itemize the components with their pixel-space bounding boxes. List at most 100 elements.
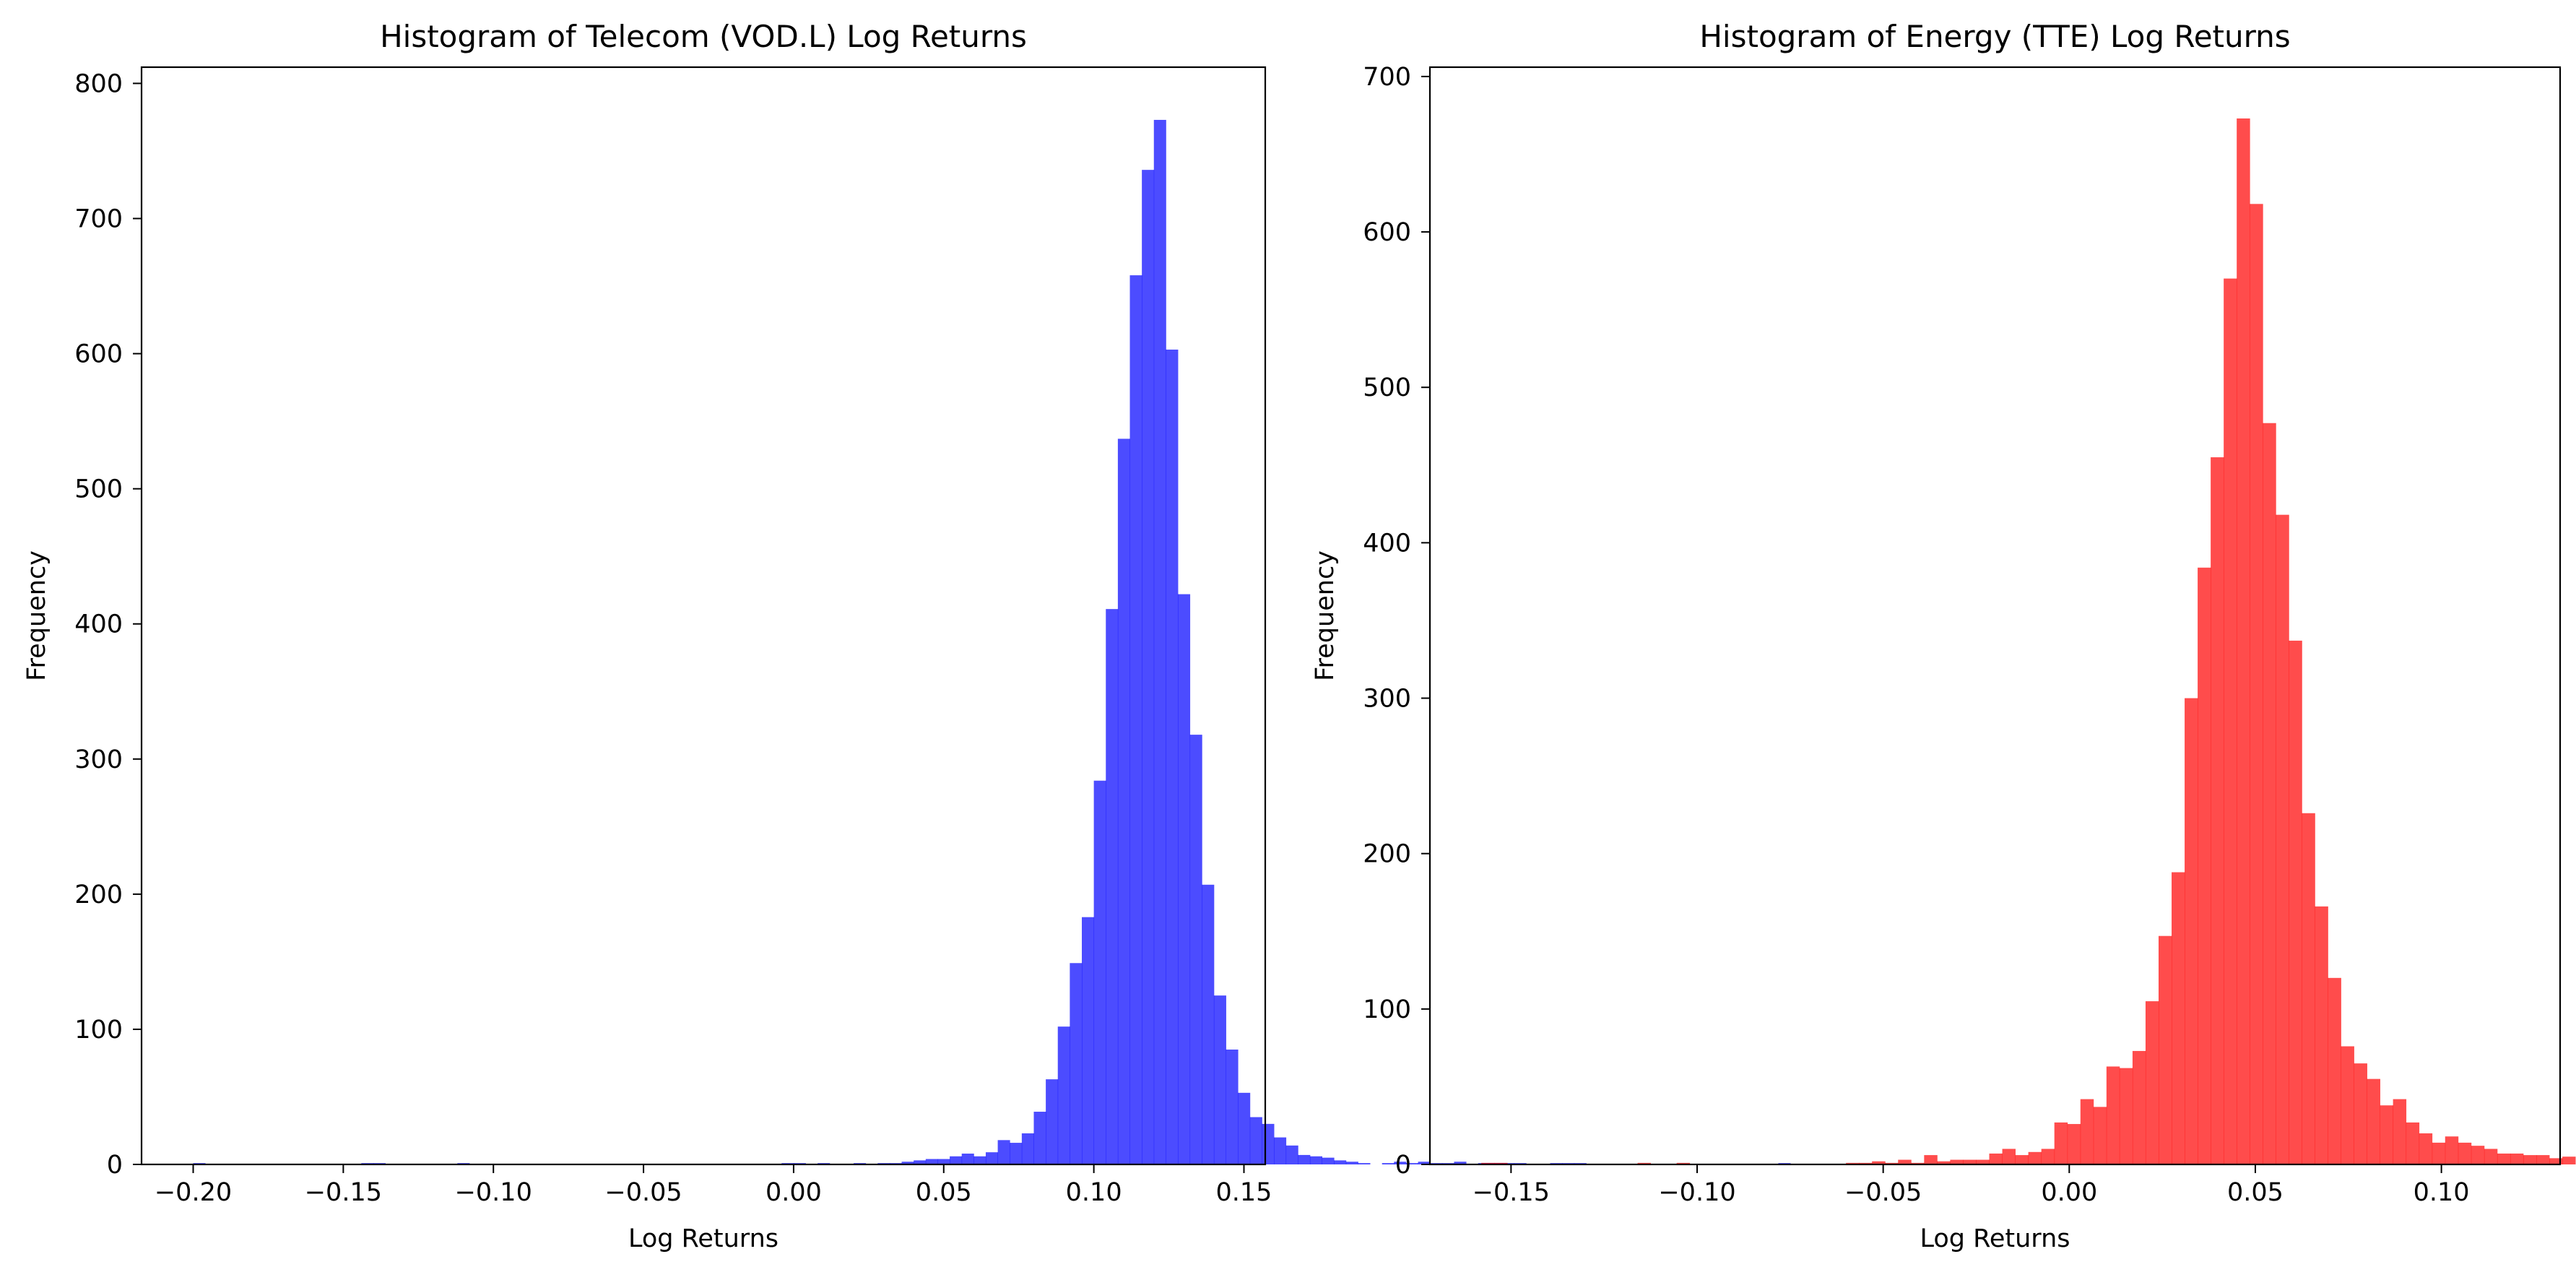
histogram-bar [950,1156,963,1164]
histogram-bar [2237,118,2250,1164]
x-tick-label: −0.15 [1473,1178,1550,1207]
histogram-bar [1274,1137,1287,1164]
histogram-bar [2341,1046,2354,1164]
histogram-bar [2315,906,2328,1164]
histogram-bar [2054,1122,2068,1164]
y-tick-label: 300 [74,745,123,774]
histogram-bar [2523,1155,2537,1164]
histogram-bar [2549,1158,2563,1164]
x-tick-label: −0.15 [305,1178,382,1207]
y-tick-label: 500 [74,475,123,504]
histogram-bar [2158,935,2172,1164]
histogram-bar [1178,594,1191,1164]
axes-frame [1428,66,2562,1166]
histogram-bar [1070,963,1083,1164]
chart-panel-energy: −0.15 −0.10 −0.05 0.00 0.05 0.10 0 100 200 300 400… [1311,19,2576,1253]
histogram-bar [1117,438,1130,1164]
histogram-bar [2406,1122,2420,1164]
histogram-bar [1057,1026,1070,1164]
histogram-bar [1153,119,1166,1165]
chart-title: Histogram of Energy (TTE) Log Returns [1699,19,2290,54]
y-tick-label: 600 [1363,218,1411,247]
y-tick-label: 400 [1363,529,1411,558]
histogram-bar [2028,1151,2042,1164]
histogram-bar [925,1159,938,1164]
histogram-bar [2067,1124,2081,1164]
histogram-bar [1021,1133,1034,1164]
histogram-bar [1924,1155,1938,1164]
x-tick-label: 0.05 [916,1178,972,1207]
histogram-bar [1334,1160,1347,1164]
histogram-bar [2367,1078,2380,1164]
histogram-bar [2328,977,2341,1164]
histogram-bar [1394,1162,1407,1164]
histogram-bar [2198,567,2211,1164]
axes-frame [140,66,1267,1166]
y-tick-label: 300 [1363,685,1411,714]
histogram-bar [1202,884,1215,1164]
histogram-bar [2041,1149,2055,1164]
histogram-bar [2002,1149,2016,1164]
histogram-bar [2276,514,2289,1164]
x-tick-label: 0.15 [1216,1178,1272,1207]
histogram-bar [2119,1068,2133,1164]
histogram-bar [1345,1162,1358,1164]
histogram-bar [2015,1155,2029,1164]
histogram-bar [1322,1157,1335,1164]
histogram-bar [2562,1156,2576,1164]
histogram-bar [1976,1159,1990,1164]
histogram-bar [2432,1142,2446,1164]
histogram-bar [2132,1050,2146,1164]
histogram-bar [1298,1154,1311,1164]
histogram-bar [2106,1066,2120,1164]
histogram-bar [1382,1163,1395,1164]
histogram-bar [1142,170,1155,1164]
y-tick-label: 800 [74,69,123,98]
histogram-bar [2302,813,2315,1164]
histogram-bar [1989,1153,2003,1164]
histogram-bar [2380,1105,2394,1164]
histogram-bar [2536,1155,2550,1164]
x-tick-label: −0.10 [455,1178,532,1207]
histogram-bar [1166,349,1179,1165]
histogram-bars [1481,118,2576,1165]
y-tick-label: 100 [74,1016,123,1045]
histogram-bar [1950,1159,1964,1164]
histogram-bar [2393,1099,2407,1164]
histogram-bar [2484,1149,2498,1164]
histogram-bar [1238,1092,1251,1164]
histogram-bar [2080,1099,2094,1164]
histogram-bar [1309,1156,1322,1164]
histogram-bar [1033,1112,1046,1164]
histogram-bar [1358,1163,1371,1164]
x-tick-label: 0.00 [2041,1178,2097,1207]
chart-panel-telecom: −0.20 −0.15 −0.10 −0.05 0.00 0.05 0.10 0.15 0 100… [22,19,1791,1253]
histogram-bar [973,1156,986,1164]
x-tick-label: 0.10 [1066,1178,1122,1207]
histogram-bar [2445,1136,2459,1164]
y-tick-label: 200 [1363,840,1411,869]
x-tick-label: −0.05 [604,1178,682,1207]
histogram-bar [1937,1161,1951,1164]
y-tick-label: 100 [1363,995,1411,1024]
histogram-bar [997,1140,1010,1164]
histogram-bar [937,1159,950,1164]
histogram-bar [1454,1162,1467,1164]
histogram-bar [1129,275,1142,1165]
x-tick-label: 0.00 [766,1178,822,1207]
histogram-bar [1285,1145,1298,1164]
x-tick-label: 0.10 [2414,1178,2470,1207]
y-tick-label: 600 [74,340,123,369]
histogram-bar [914,1160,927,1164]
histogram-bar [1405,1163,1418,1164]
y-axis-label: Frequency [1311,550,1340,681]
histogram-bar [2510,1153,2524,1164]
histogram-bar [1010,1143,1023,1164]
histogram-bar [1189,735,1202,1164]
histogram-bar [2419,1133,2433,1164]
y-tick-label: 0 [1395,1151,1411,1180]
histogram-bar [1872,1161,1886,1164]
histogram-bar [2458,1142,2472,1164]
y-tick-label: 500 [1363,373,1411,402]
